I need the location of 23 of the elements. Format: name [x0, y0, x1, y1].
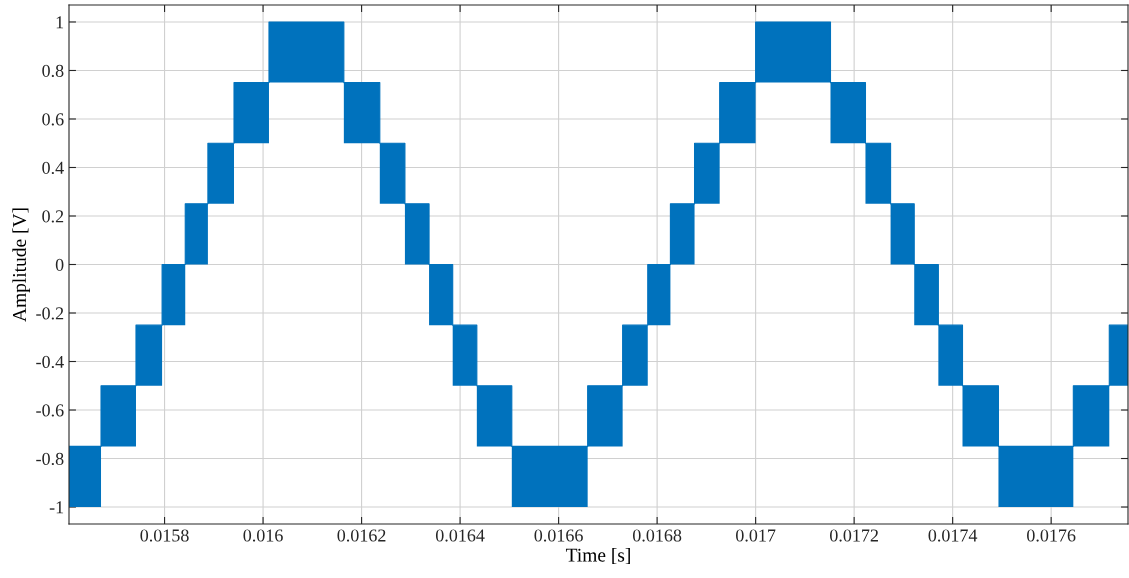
- y-tick-label: 0.6: [42, 113, 64, 126]
- y-tick-label: 0.2: [42, 210, 64, 223]
- x-tick-label: 0.0164: [435, 529, 485, 542]
- x-tick-label: 0.0158: [140, 529, 189, 542]
- y-tick-label: -1: [49, 501, 64, 514]
- y-tick-label: -0.4: [36, 355, 64, 369]
- y-tick-label: -0.8: [36, 452, 64, 466]
- y-tick-label: 1: [56, 16, 64, 29]
- x-tick-label: 0.0168: [632, 529, 682, 542]
- x-tick-label: 0.0162: [337, 529, 386, 542]
- y-tick-label: -0.6: [36, 404, 64, 417]
- y-tick-label: 0.4: [42, 161, 64, 175]
- y-tick-label: 0.8: [42, 64, 64, 77]
- x-tick-label: 0.0174: [928, 529, 978, 542]
- y-axis-title: Amplitude [V]: [12, 208, 30, 322]
- y-tick-label: 0: [55, 258, 64, 271]
- x-tick-label: 0.0176: [1027, 529, 1076, 542]
- y-tick-label: -0.2: [36, 307, 64, 320]
- x-axis-title: Time [s]: [565, 548, 630, 565]
- x-tick-label: 0.0166: [534, 529, 583, 542]
- x-tick-label: 0.017: [736, 529, 776, 542]
- x-tick-label: 0.0172: [830, 529, 878, 542]
- x-tick-label: 0.016: [243, 529, 283, 542]
